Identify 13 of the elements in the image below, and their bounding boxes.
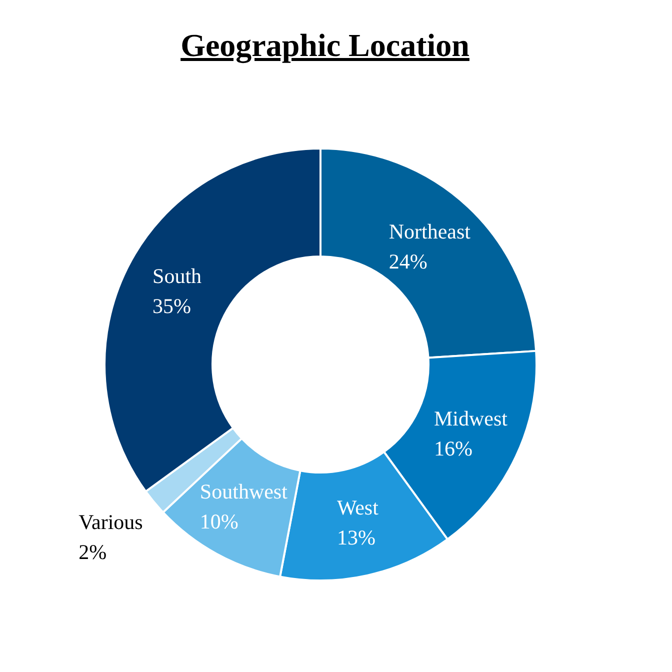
data-label: 10%	[200, 509, 238, 534]
data-label: 2%	[78, 540, 107, 564]
slice-label: South	[152, 264, 202, 288]
slice-label: Northeast	[388, 219, 471, 244]
data-label: 35%	[152, 294, 192, 318]
chart-title: Geographic Location	[180, 26, 470, 66]
slice-label: Various	[78, 510, 143, 534]
data-label: 13%	[336, 526, 376, 550]
slice-label: Midwest	[434, 406, 508, 430]
data-label: 24%	[388, 249, 428, 274]
slice-label: West	[336, 496, 379, 520]
slice-label: Southwest	[200, 479, 288, 504]
data-label: 16%	[434, 436, 473, 460]
